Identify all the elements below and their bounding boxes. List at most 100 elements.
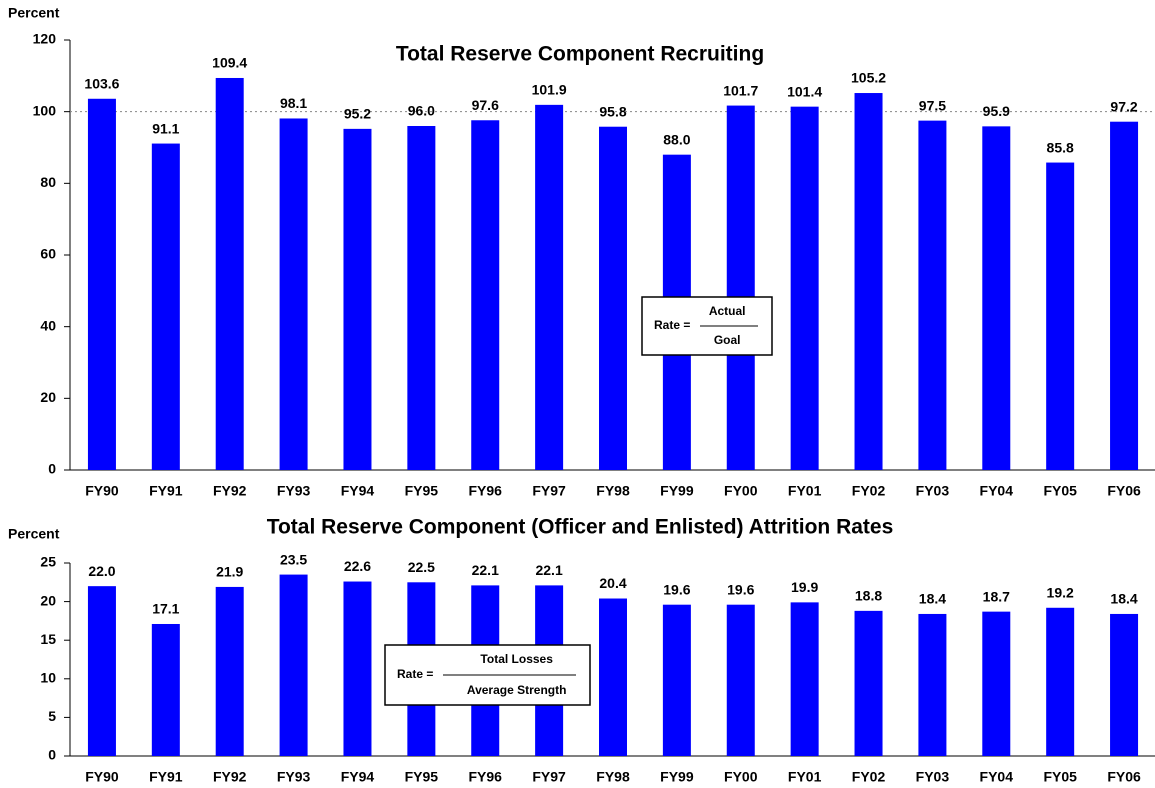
x-tick-label: FY92 (213, 769, 247, 785)
x-tick-label: FY92 (213, 483, 247, 499)
value-label: 19.9 (791, 579, 818, 595)
bar (407, 126, 436, 470)
y-tick-label: 10 (40, 670, 56, 686)
bar (215, 77, 244, 470)
x-tick-label: FY03 (916, 769, 950, 785)
x-tick-label: FY95 (405, 769, 439, 785)
y-tick-label: 100 (33, 102, 57, 118)
value-label: 95.2 (344, 106, 371, 122)
y-tick-label: 80 (40, 174, 56, 190)
value-label: 22.1 (535, 562, 562, 578)
x-tick-label: FY01 (788, 769, 822, 785)
y-tick-label: 15 (40, 631, 56, 647)
x-tick-label: FY97 (532, 769, 566, 785)
value-label: 103.6 (84, 75, 119, 91)
bar (87, 98, 116, 471)
y-tick-label: 0 (48, 461, 56, 477)
bar (471, 120, 500, 471)
formula-label: Rate = (654, 318, 690, 332)
value-label: 95.9 (983, 103, 1010, 119)
value-label: 18.7 (983, 588, 1010, 604)
bar (215, 586, 244, 756)
bar (982, 611, 1011, 756)
value-label: 101.7 (723, 82, 758, 98)
x-tick-label: FY00 (724, 769, 758, 785)
x-tick-label: FY90 (85, 769, 119, 785)
y-tick-label: 20 (40, 592, 56, 608)
x-tick-label: FY96 (469, 483, 503, 499)
value-label: 105.2 (851, 70, 886, 86)
y-tick-label: 60 (40, 246, 56, 262)
x-tick-label: FY93 (277, 483, 311, 499)
bar (726, 604, 755, 756)
bar (1046, 607, 1075, 756)
value-label: 19.2 (1047, 584, 1074, 600)
formula-denominator: Average Strength (467, 683, 567, 697)
bar (918, 120, 947, 470)
x-tick-label: FY96 (469, 769, 503, 785)
bar (599, 598, 627, 756)
x-tick-label: FY02 (852, 769, 886, 785)
chart-title: Total Reserve Component Recruiting (396, 43, 764, 66)
bar (918, 613, 947, 756)
value-label: 18.4 (1110, 591, 1137, 607)
value-label: 97.2 (1110, 98, 1137, 114)
x-tick-label: FY97 (532, 483, 566, 499)
x-tick-label: FY94 (341, 769, 375, 785)
value-label: 21.9 (216, 564, 243, 580)
bar (87, 586, 116, 756)
x-tick-label: FY91 (149, 483, 183, 499)
bar (790, 106, 819, 471)
value-label: 88.0 (663, 131, 690, 147)
value-label: 101.4 (787, 83, 822, 99)
bar (1046, 162, 1075, 471)
x-tick-label: FY00 (724, 483, 758, 499)
value-label: 98.1 (280, 95, 307, 111)
value-label: 18.8 (855, 588, 882, 604)
x-tick-label: FY99 (660, 483, 694, 499)
value-label: 22.0 (88, 563, 115, 579)
value-label: 23.5 (280, 551, 307, 567)
bar (726, 105, 755, 470)
y-tick-label: 5 (48, 708, 56, 724)
value-label: 95.8 (599, 103, 626, 119)
x-tick-label: FY95 (405, 483, 439, 499)
y-tick-label: 0 (48, 747, 56, 763)
value-label: 22.1 (472, 562, 499, 578)
value-label: 18.4 (919, 591, 946, 607)
value-label: 17.1 (152, 601, 179, 617)
x-tick-label: FY06 (1107, 483, 1141, 499)
x-tick-label: FY04 (980, 769, 1014, 785)
chart-title: Total Reserve Component (Officer and Enl… (267, 516, 894, 539)
x-tick-label: FY02 (852, 483, 886, 499)
bar (1110, 121, 1139, 470)
y-axis-label: Percent (8, 526, 60, 542)
bar (279, 574, 308, 756)
x-tick-label: FY98 (596, 483, 630, 499)
bar (982, 126, 1011, 470)
x-tick-label: FY05 (1043, 483, 1077, 499)
value-label: 19.6 (663, 581, 690, 597)
y-axis-label: Percent (8, 5, 60, 21)
formula-denominator: Goal (714, 333, 741, 347)
x-tick-label: FY06 (1107, 769, 1141, 785)
x-tick-label: FY93 (277, 769, 311, 785)
value-label: 22.5 (408, 559, 435, 575)
value-label: 97.5 (919, 97, 946, 113)
y-tick-label: 120 (33, 31, 57, 47)
bar (343, 581, 372, 756)
bar (854, 610, 883, 756)
value-label: 85.8 (1047, 139, 1074, 155)
bar (854, 93, 883, 471)
formula-numerator: Actual (709, 304, 746, 318)
x-tick-label: FY98 (596, 769, 630, 785)
y-tick-label: 40 (40, 317, 56, 333)
bar (1110, 613, 1139, 756)
bar (790, 602, 819, 756)
x-tick-label: FY03 (916, 483, 950, 499)
value-label: 101.9 (532, 82, 567, 98)
y-tick-label: 25 (40, 554, 56, 570)
bar (599, 126, 627, 470)
bar (279, 118, 308, 470)
